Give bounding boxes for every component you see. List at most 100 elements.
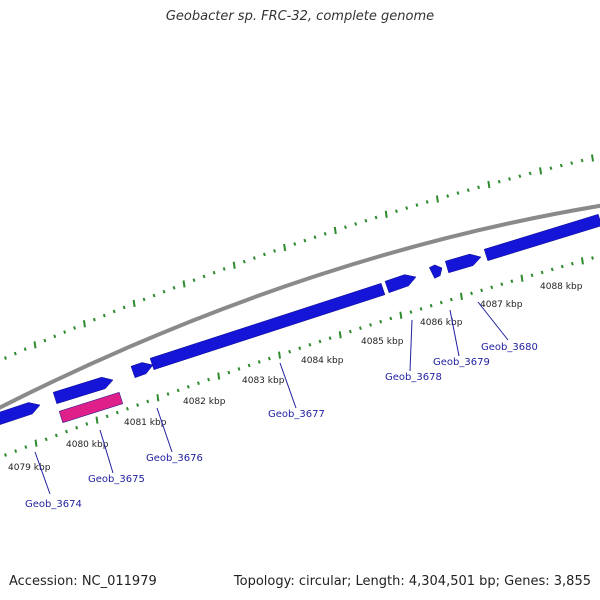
genome-backbone	[0, 203, 600, 410]
minor-tick	[480, 288, 484, 293]
minor-tick	[252, 256, 256, 260]
minor-tick	[364, 218, 368, 223]
major-tick	[82, 320, 86, 328]
major-tick	[459, 292, 463, 301]
gene-arrow[interactable]	[52, 376, 114, 405]
minor-tick	[358, 326, 362, 331]
gene-geob-3675-arrow[interactable]	[58, 391, 124, 424]
gene-geob-3674-arrow[interactable]	[0, 402, 41, 426]
gene-label[interactable]: Geob_3680	[481, 342, 538, 353]
minor-tick	[510, 279, 514, 284]
major-tick	[278, 351, 281, 359]
minor-tick	[24, 445, 28, 449]
minor-tick	[415, 203, 419, 207]
minor-tick	[212, 270, 216, 275]
scale-label: 4079 kbp	[8, 463, 51, 473]
major-tick	[34, 439, 38, 447]
minor-tick	[344, 225, 347, 229]
minor-tick	[374, 215, 378, 220]
minor-tick	[23, 347, 27, 352]
minor-tick	[112, 309, 116, 314]
major-tick	[182, 280, 186, 288]
minor-tick	[75, 425, 79, 430]
outer-tick-track	[4, 154, 594, 360]
accession-text: Accession: NC_011979	[9, 574, 157, 589]
inner-tick-track	[4, 256, 594, 457]
minor-tick	[14, 449, 18, 453]
minor-tick	[308, 343, 312, 347]
scale-labels: 4079 kbp 4080 kbp 4081 kbp 4082 kbp 4083 kbp…	[8, 282, 583, 473]
scale-label: 4085 kbp	[361, 337, 404, 347]
gene-label[interactable]: Geob_3675	[88, 474, 145, 485]
minor-tick	[146, 399, 150, 404]
minor-tick	[186, 384, 190, 389]
major-tick	[580, 257, 584, 265]
gene-geob-3680-arrow[interactable]	[483, 213, 600, 262]
gene-label-leader	[449, 309, 460, 357]
minor-tick	[125, 407, 129, 411]
gene-label[interactable]: Geob_3674	[25, 499, 82, 510]
gene-geob-3677-arrow[interactable]	[149, 282, 386, 371]
minor-tick	[273, 249, 276, 253]
gene-geob-3678-arrow[interactable]	[384, 274, 417, 294]
minor-tick	[466, 188, 470, 193]
scale-label: 4087 kbp	[480, 300, 523, 310]
minor-tick	[227, 370, 231, 375]
gene-arrow[interactable]	[444, 253, 482, 274]
minor-tick	[115, 410, 119, 415]
gene-geob-3679-arrow[interactable]	[428, 264, 443, 279]
gene-geob-3676-arrow[interactable]	[130, 362, 154, 379]
minor-tick	[323, 231, 327, 236]
major-tick	[333, 226, 337, 235]
minor-tick	[354, 222, 358, 226]
minor-tick	[449, 297, 453, 302]
major-tick	[95, 416, 99, 424]
major-tick	[33, 341, 37, 349]
minor-tick	[54, 433, 58, 438]
minor-tick	[202, 274, 206, 279]
minor-tick	[580, 158, 584, 163]
minor-tick	[122, 305, 126, 310]
minor-tick	[44, 437, 48, 442]
gene-label-leader	[409, 319, 413, 372]
gene-track	[0, 213, 600, 426]
minor-tick	[192, 278, 196, 282]
minor-tick	[102, 313, 106, 318]
minor-tick	[439, 300, 443, 305]
minor-tick	[73, 326, 76, 330]
minor-tick	[267, 356, 271, 361]
minor-tick	[446, 194, 450, 198]
gene-label-leader	[156, 407, 173, 453]
minor-tick	[237, 367, 241, 371]
minor-tick	[92, 317, 96, 322]
minor-tick	[288, 349, 292, 354]
minor-tick	[85, 422, 89, 426]
gene-label[interactable]: Geob_3679	[433, 357, 490, 368]
minor-tick	[470, 291, 473, 296]
major-tick	[132, 299, 136, 308]
minor-tick	[530, 273, 534, 278]
major-tick	[232, 261, 236, 269]
minor-tick	[172, 285, 176, 290]
major-tick	[217, 372, 221, 380]
minor-tick	[508, 177, 511, 181]
minor-tick	[197, 381, 200, 386]
gene-label[interactable]: Geob_3676	[146, 453, 203, 464]
gene-label[interactable]: Geob_3677	[268, 409, 325, 420]
minor-tick	[570, 261, 574, 266]
major-tick	[156, 394, 160, 402]
scale-label: 4083 kbp	[242, 376, 285, 386]
minor-tick	[570, 161, 574, 165]
scale-label: 4080 kbp	[66, 440, 109, 450]
minor-tick	[166, 392, 170, 396]
minor-tick	[53, 334, 57, 339]
minor-tick	[429, 303, 433, 308]
gene-label-leader	[99, 429, 114, 474]
minor-tick	[303, 238, 307, 243]
scale-label: 4081 kbp	[124, 418, 167, 428]
minor-tick	[409, 310, 413, 314]
minor-tick	[63, 330, 67, 334]
gene-label-leader	[34, 451, 51, 495]
gene-label[interactable]: Geob_3678	[385, 372, 442, 383]
minor-tick	[497, 179, 501, 184]
